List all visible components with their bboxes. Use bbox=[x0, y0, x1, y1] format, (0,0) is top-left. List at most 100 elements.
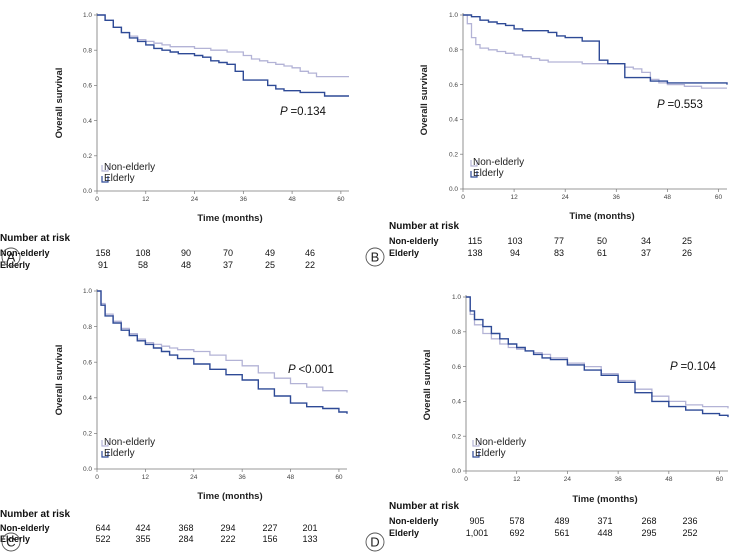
survival-curve-elderly bbox=[463, 14, 728, 85]
y-axis-title: Overall survival bbox=[422, 350, 433, 421]
p-value: =0.104 bbox=[680, 361, 716, 373]
risk-count: 284 bbox=[178, 534, 193, 544]
panel-letter: C bbox=[6, 535, 15, 550]
x-tick-label: 12 bbox=[513, 476, 521, 483]
panel-letter: B bbox=[371, 250, 380, 265]
survival-curve-non-elderly bbox=[97, 14, 349, 78]
x-tick-label: 36 bbox=[615, 476, 623, 483]
risk-count: 156 bbox=[262, 534, 277, 544]
risk-table-title: Number at risk bbox=[0, 509, 70, 520]
legend-label: Non-elderly bbox=[473, 157, 524, 168]
x-tick-label: 12 bbox=[142, 196, 150, 203]
risk-row-label: Non-elderly bbox=[0, 523, 50, 533]
risk-row-label: Non-elderly bbox=[389, 516, 439, 526]
y-tick-label: 0.4 bbox=[449, 117, 458, 124]
x-tick-label: 24 bbox=[190, 474, 198, 481]
y-tick-label: 0.6 bbox=[83, 359, 92, 366]
risk-count: 94 bbox=[510, 248, 520, 258]
p-value-text: P =0.553 bbox=[657, 99, 703, 111]
legend-swatch bbox=[470, 160, 478, 167]
risk-count: 201 bbox=[302, 523, 317, 533]
risk-count: 58 bbox=[138, 260, 148, 270]
p-value: =0.553 bbox=[667, 99, 703, 111]
risk-row-label: Elderly bbox=[389, 248, 419, 258]
y-tick-label: 0.0 bbox=[83, 188, 92, 195]
risk-count: 1,001 bbox=[466, 528, 489, 538]
x-tick-label: 0 bbox=[464, 476, 468, 483]
risk-count: 77 bbox=[554, 236, 564, 246]
x-tick-label: 36 bbox=[239, 474, 247, 481]
y-tick-label: 0.0 bbox=[449, 186, 458, 193]
risk-row-label: Non-elderly bbox=[0, 248, 50, 258]
x-axis-title: Time (months) bbox=[572, 494, 637, 505]
risk-table-title: Number at risk bbox=[0, 233, 70, 244]
x-tick-label: 0 bbox=[95, 196, 99, 203]
risk-count: 91 bbox=[98, 260, 108, 270]
p-value: <0.001 bbox=[298, 364, 334, 376]
x-tick-label: 0 bbox=[95, 474, 99, 481]
risk-count: 295 bbox=[641, 528, 656, 538]
panel-letter-circle bbox=[365, 247, 385, 267]
risk-count: 25 bbox=[265, 260, 275, 270]
x-axis-title: Time (months) bbox=[569, 211, 634, 222]
x-tick-label: 60 bbox=[337, 196, 345, 203]
legend-label: Elderly bbox=[104, 173, 135, 184]
legend-label: Non-elderly bbox=[104, 437, 155, 448]
risk-count: 61 bbox=[597, 248, 607, 258]
risk-count: 50 bbox=[597, 236, 607, 246]
p-value: =0.134 bbox=[290, 106, 326, 118]
risk-count: 692 bbox=[509, 528, 524, 538]
y-tick-label: 0.6 bbox=[449, 82, 458, 89]
risk-count: 83 bbox=[554, 248, 564, 258]
risk-count: 424 bbox=[135, 523, 150, 533]
risk-row-label: Elderly bbox=[0, 534, 30, 544]
risk-count: 103 bbox=[507, 236, 522, 246]
risk-table-title: Number at risk bbox=[389, 501, 459, 512]
y-tick-label: 0.2 bbox=[449, 151, 458, 158]
legend-swatch bbox=[472, 451, 480, 458]
risk-count: 37 bbox=[641, 248, 651, 258]
risk-count: 26 bbox=[682, 248, 692, 258]
p-symbol: P bbox=[288, 364, 298, 376]
panel-letter-circle bbox=[1, 532, 21, 552]
risk-count: 522 bbox=[95, 534, 110, 544]
survival-curve-elderly bbox=[97, 290, 348, 414]
risk-count: 561 bbox=[554, 528, 569, 538]
risk-count: 48 bbox=[181, 260, 191, 270]
x-tick-label: 48 bbox=[287, 474, 295, 481]
legend-swatch bbox=[101, 440, 109, 447]
y-tick-label: 0.4 bbox=[452, 399, 461, 406]
legend-label: Elderly bbox=[475, 448, 506, 459]
risk-count: 448 bbox=[597, 528, 612, 538]
y-tick-label: 1.0 bbox=[83, 288, 92, 295]
y-tick-label: 0.4 bbox=[83, 118, 92, 125]
x-tick-label: 24 bbox=[562, 194, 570, 201]
y-tick-label: 0.8 bbox=[83, 47, 92, 54]
panel-a: 0.0 0.2 0.4 0.6 0.8 1.0 0 12 24 36 48 60 Time (month… bbox=[0, 12, 349, 270]
legend-swatch bbox=[101, 451, 109, 458]
p-symbol: P bbox=[280, 106, 290, 118]
y-tick-label: 0.2 bbox=[83, 153, 92, 160]
y-tick-label: 0.2 bbox=[83, 431, 92, 438]
panel-letter: A bbox=[7, 250, 16, 265]
risk-count: 22 bbox=[305, 260, 315, 270]
risk-row-label: Non-elderly bbox=[389, 236, 439, 246]
x-tick-label: 60 bbox=[335, 474, 343, 481]
risk-count: 158 bbox=[95, 248, 110, 258]
legend-label: Elderly bbox=[104, 448, 135, 459]
x-tick-label: 36 bbox=[240, 196, 248, 203]
survival-curve-non-elderly bbox=[466, 296, 729, 409]
y-axis-title: Overall survival bbox=[54, 68, 65, 139]
panel-letter-circle bbox=[1, 247, 21, 267]
y-axis-title: Overall survival bbox=[54, 345, 65, 416]
y-tick-label: 0.6 bbox=[83, 83, 92, 90]
x-tick-label: 48 bbox=[288, 196, 296, 203]
legend-label: Non-elderly bbox=[475, 437, 526, 448]
risk-count: 37 bbox=[223, 260, 233, 270]
legend-swatch bbox=[101, 176, 109, 183]
x-tick-label: 60 bbox=[715, 194, 723, 201]
legend-swatch bbox=[470, 171, 478, 178]
risk-count: 252 bbox=[682, 528, 697, 538]
